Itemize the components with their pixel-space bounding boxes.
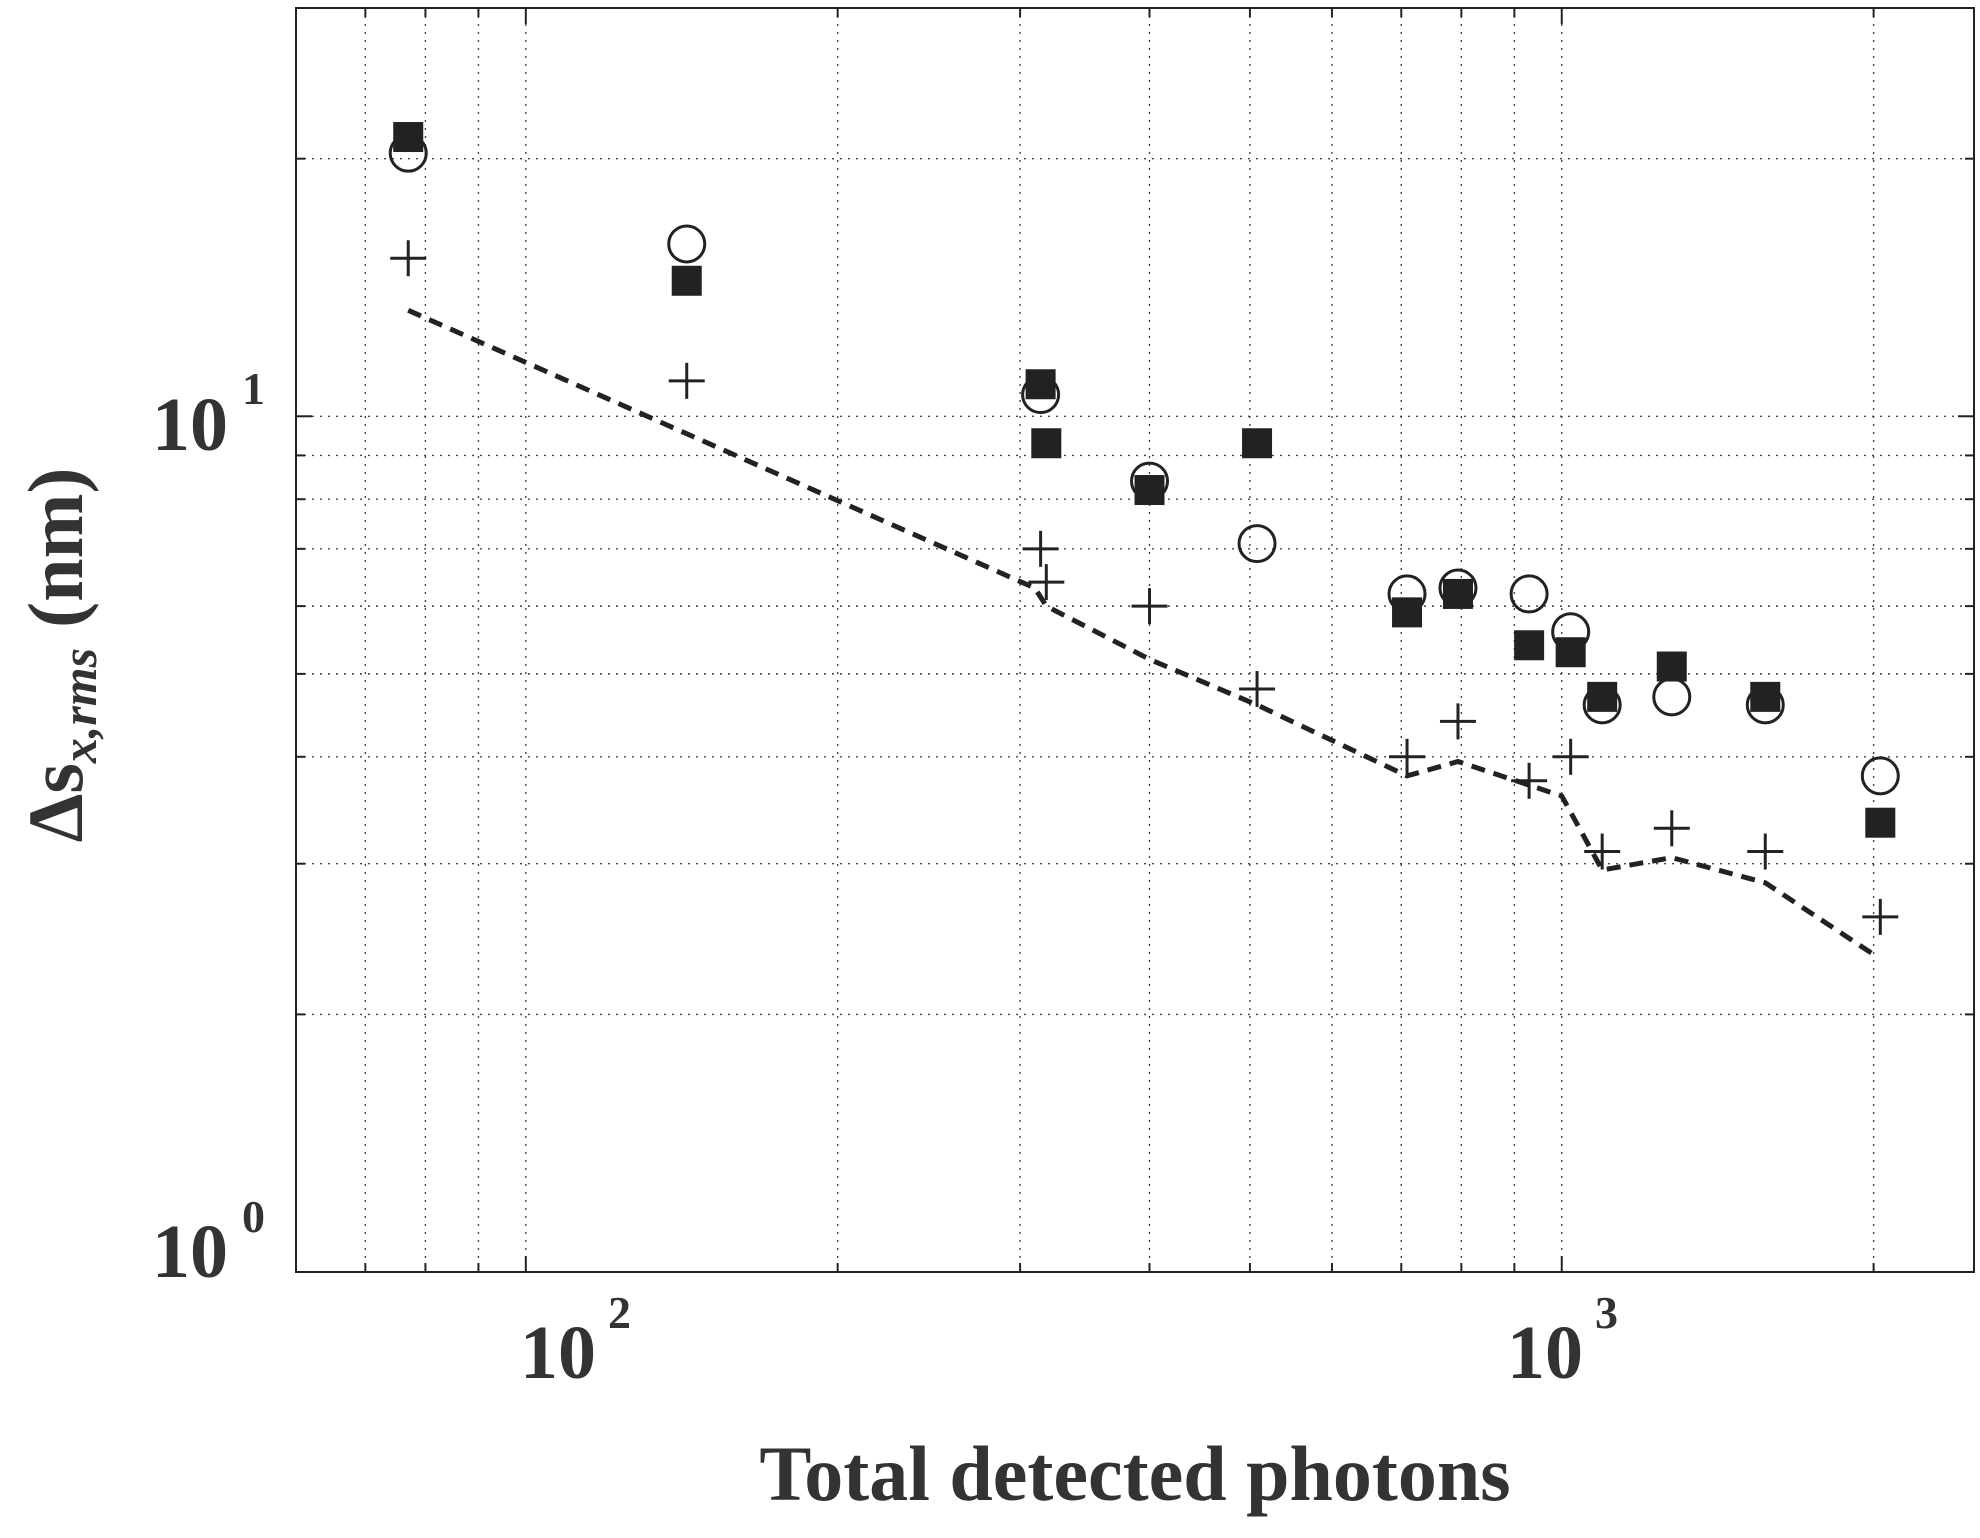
plus-point — [1439, 703, 1476, 740]
x-tick-base-100: 10 — [520, 1311, 596, 1395]
y-tick-base-1: 10 — [152, 1210, 228, 1294]
circle-point — [1509, 574, 1549, 614]
plus-point — [1653, 810, 1690, 847]
y-axis-label-units: (nm) — [12, 468, 99, 628]
plus-point — [1131, 588, 1168, 625]
circle-point — [1551, 612, 1591, 652]
y-tick-label-1: 10 0 — [152, 1191, 265, 1294]
y-axis-label: Δsx,rms (nm) — [12, 468, 107, 843]
circle-point — [1387, 574, 1427, 614]
plus-point — [1389, 738, 1426, 775]
circle-point — [1860, 756, 1900, 796]
x-tick-label-100: 10 2 — [520, 1287, 631, 1395]
square-point — [1031, 428, 1062, 459]
y-tick-exp-1: 0 — [242, 1191, 265, 1242]
circle-point — [388, 133, 428, 173]
x-tick-exp-100: 2 — [608, 1287, 631, 1338]
plot-frame — [295, 7, 1975, 1273]
plus-point — [1862, 898, 1899, 935]
circle-point — [1582, 685, 1622, 725]
plus-point — [1022, 530, 1059, 567]
y-tick-label-10: 10 1 — [152, 363, 265, 467]
plot-background — [296, 8, 1974, 1272]
data-series — [388, 122, 1900, 957]
y-tick-base-10: 10 — [152, 383, 228, 467]
square-point — [1656, 651, 1687, 682]
dashed-line-curve — [407, 308, 1875, 957]
axis-ticks — [295, 7, 1974, 1273]
circle-point — [667, 224, 707, 264]
square-point — [1442, 578, 1473, 609]
y-tick-exp-10: 1 — [242, 363, 265, 414]
square-point — [1865, 807, 1896, 838]
circle-point — [1130, 461, 1170, 501]
square-point — [1555, 637, 1586, 668]
square-point — [1025, 369, 1056, 400]
circle-point — [1237, 524, 1277, 564]
y-axis-label-main: Δs — [12, 763, 99, 842]
circle-point — [1021, 375, 1061, 415]
plus-point — [1747, 833, 1784, 870]
plus-point — [1239, 671, 1276, 708]
series-dashed-line — [407, 308, 1875, 957]
x-tick-label-1000: 10 3 — [1507, 1287, 1618, 1395]
x-tick-base-1000: 10 — [1507, 1311, 1583, 1395]
x-axis-label: Total detected photons — [759, 1430, 1510, 1517]
plus-point — [390, 240, 427, 277]
svg-text:Δsx,rms(nm): Δsx,rms (nm) — [12, 468, 107, 843]
plus-point — [1584, 833, 1621, 870]
circle-point — [1438, 568, 1478, 608]
series-circle — [388, 133, 1900, 796]
plus-point — [668, 362, 705, 399]
y-axis-label-sub: x,rms — [51, 648, 107, 764]
square-point — [1514, 630, 1545, 661]
plus-point — [1552, 738, 1589, 775]
circle-point — [1652, 677, 1692, 717]
square-point — [671, 265, 702, 296]
x-tick-exp-1000: 3 — [1595, 1287, 1618, 1338]
series-plus — [390, 240, 1899, 935]
circle-point — [1745, 685, 1785, 725]
plus-point — [1028, 564, 1065, 601]
square-point — [1242, 428, 1273, 459]
